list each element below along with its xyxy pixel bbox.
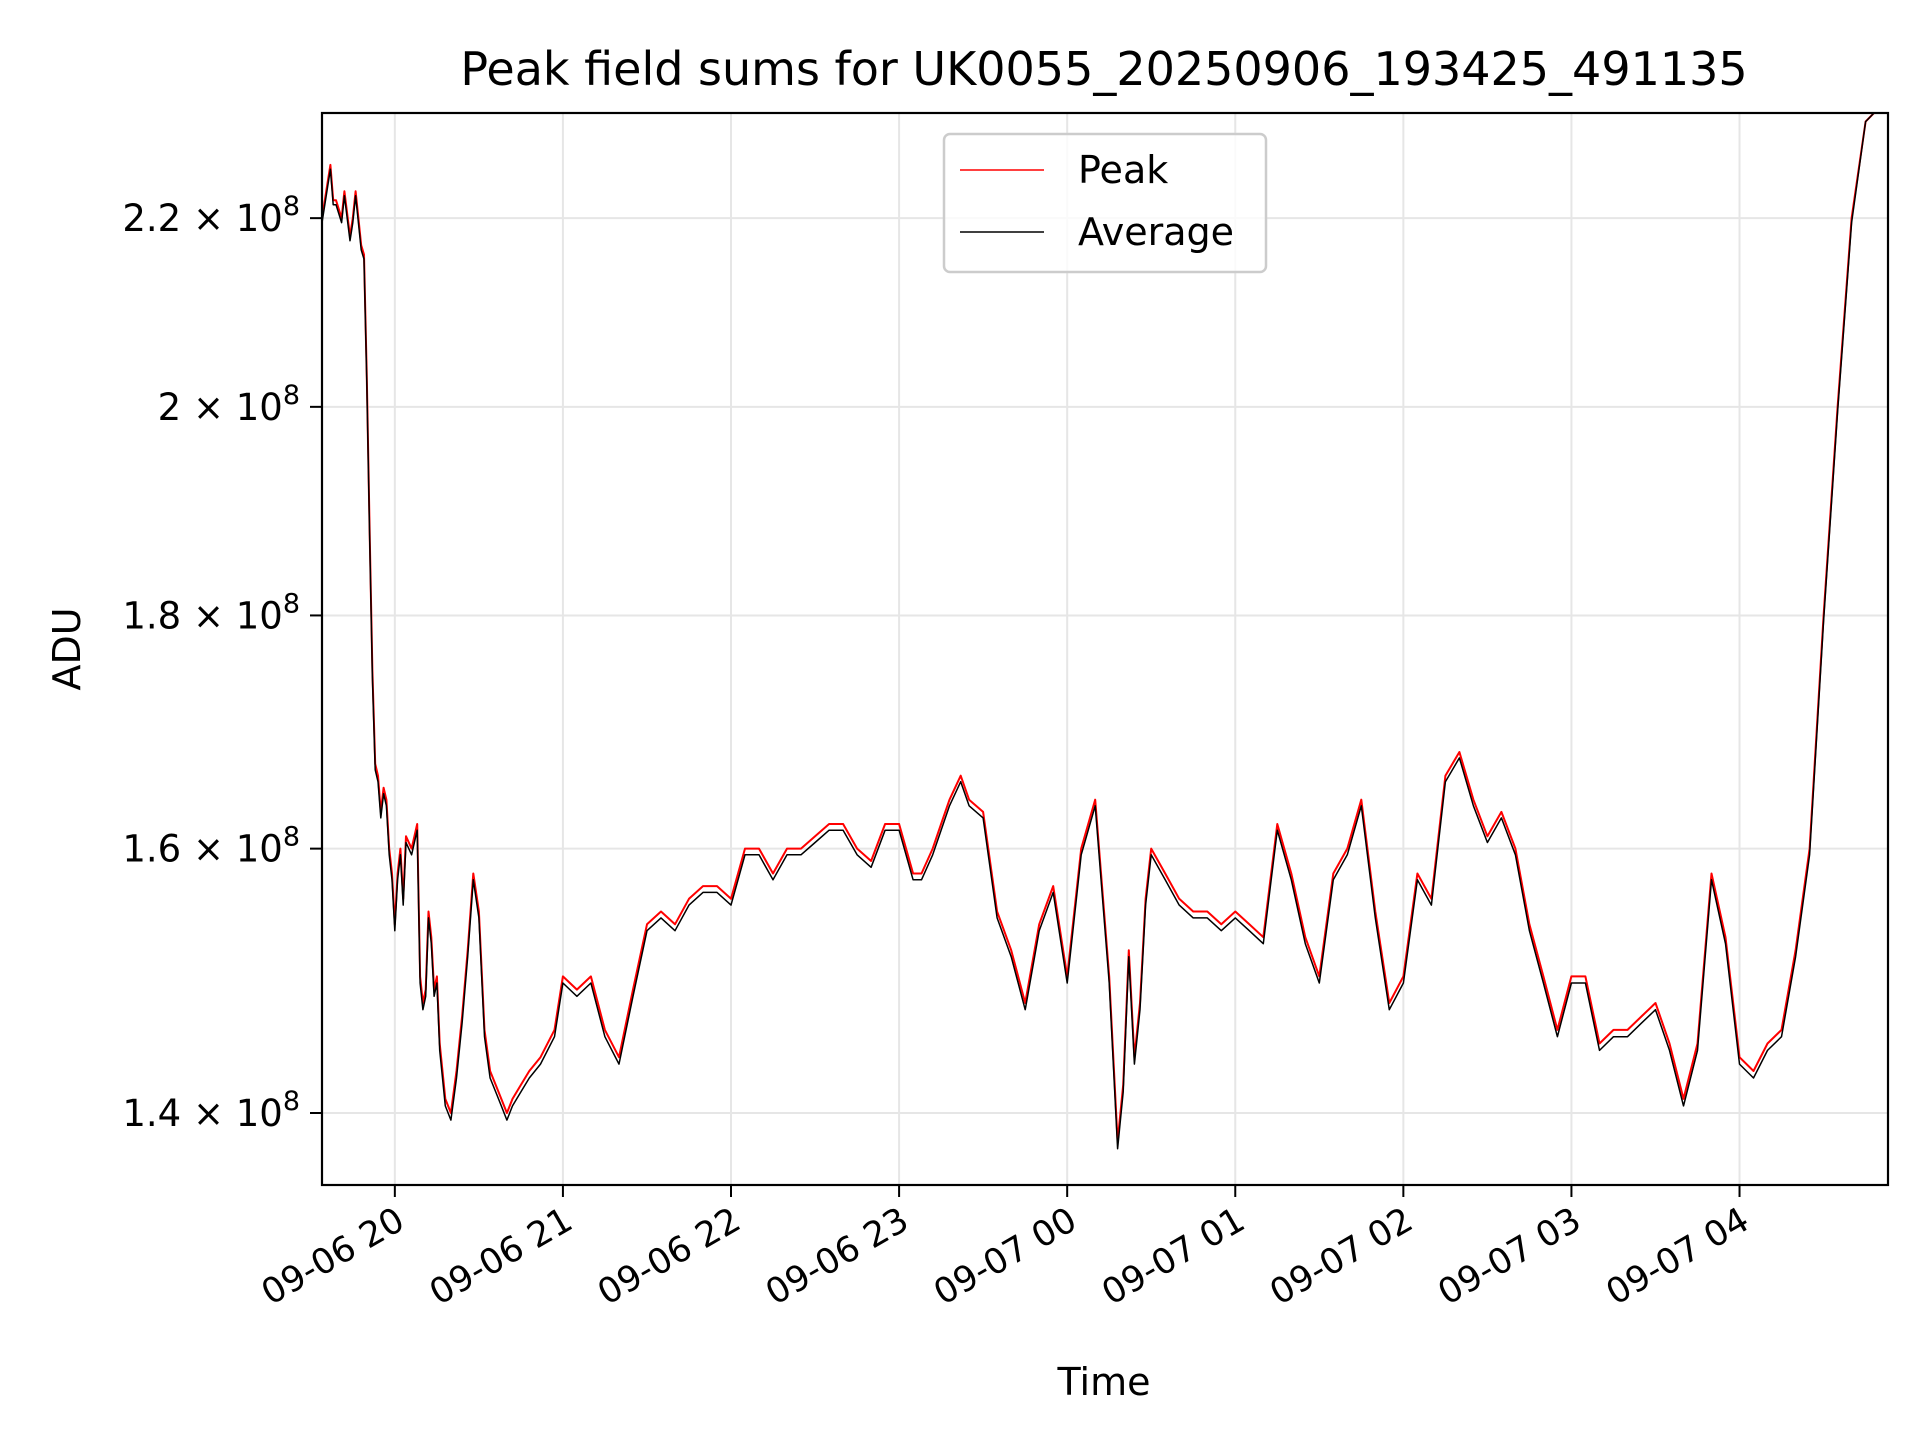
legend-box [942, 132, 1268, 274]
y-axis-label: ADU [45, 607, 89, 690]
chart-title: Peak field sums for UK0055_20250906_1934… [460, 42, 1747, 96]
series-layer [321, 112, 1875, 1150]
y-tick-label: 1.8 × 108 [122, 588, 300, 637]
y-tick-label: 2.2 × 108 [122, 191, 300, 240]
y-tick-label: 1.4 × 108 [122, 1086, 300, 1135]
legend-label-average: Average [1078, 210, 1234, 254]
legend: Peak Average [942, 132, 1268, 274]
plot-frame [320, 111, 1890, 1187]
x-axis-label: Time [1057, 1360, 1151, 1404]
legend-label-peak: Peak [1078, 148, 1168, 192]
y-tick-label: 1.6 × 108 [122, 822, 300, 871]
y-tick-label: 2 × 108 [158, 380, 300, 429]
y-axis: 1.4 × 108 1.6 × 108 1.8 × 108 2 × 108 2.2 × … [122, 191, 322, 1135]
series-line-average [321, 112, 1875, 1150]
